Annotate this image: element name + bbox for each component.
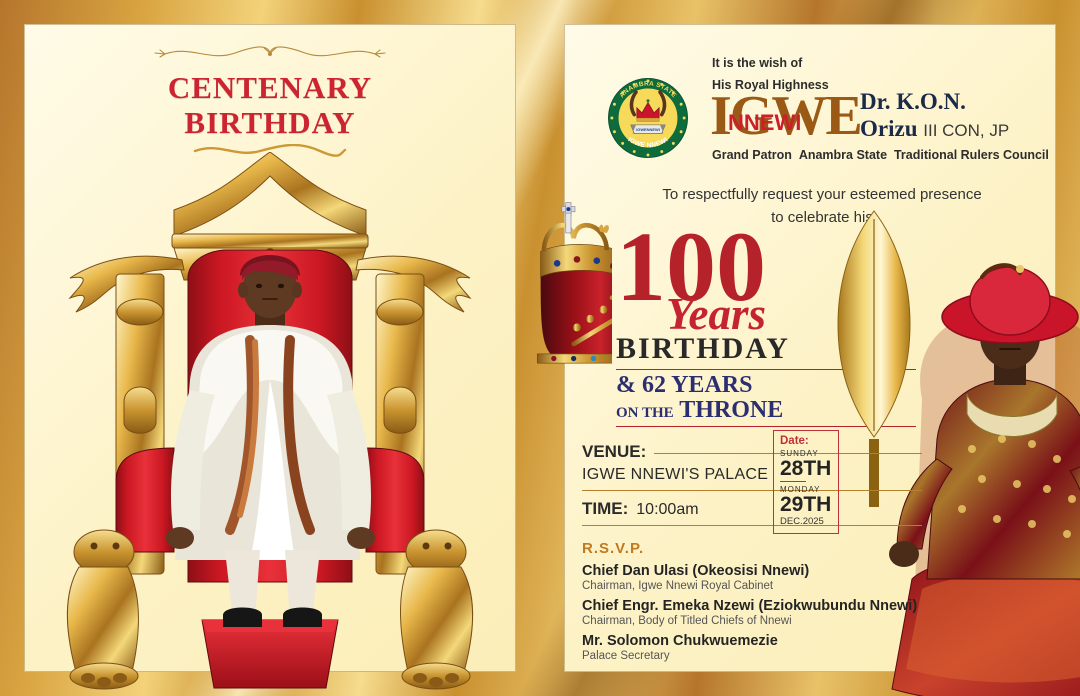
svg-text:IGWENNEWI: IGWENNEWI (636, 127, 660, 132)
